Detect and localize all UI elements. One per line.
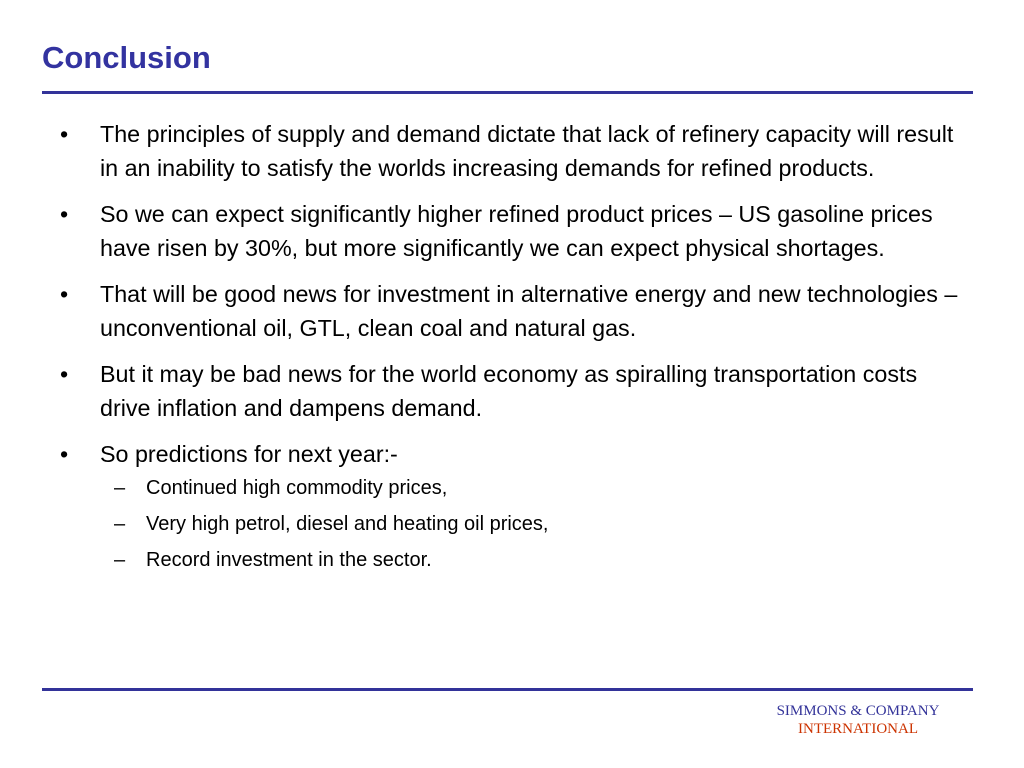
dash-icon: – xyxy=(114,548,126,571)
bullet-icon: • xyxy=(60,201,69,227)
sub-bullet-item: – Record investment in the sector. xyxy=(100,547,974,573)
bullet-item: • But it may be bad news for the world e… xyxy=(54,358,974,425)
slide-title: Conclusion xyxy=(42,40,211,75)
bullet-text: That will be good news for investment in… xyxy=(100,281,958,341)
bullet-item: • So predictions for next year:- – Conti… xyxy=(54,438,974,573)
dash-icon: – xyxy=(114,512,126,535)
sub-bullet-text: Continued high commodity prices, xyxy=(146,476,448,499)
bullet-item: • So we can expect significantly higher … xyxy=(54,198,974,265)
bullet-text: The principles of supply and demand dict… xyxy=(100,121,954,181)
sub-bullet-item: – Very high petrol, diesel and heating o… xyxy=(100,511,974,537)
sub-bullet-list: – Continued high commodity prices, – Ver… xyxy=(100,475,974,573)
bottom-divider xyxy=(42,688,973,691)
company-logo: SIMMONS & COMPANY INTERNATIONAL xyxy=(752,702,964,738)
bullet-item: • The principles of supply and demand di… xyxy=(54,118,974,185)
top-divider xyxy=(42,91,973,94)
bullet-list: • The principles of supply and demand di… xyxy=(54,118,974,586)
sub-bullet-text: Very high petrol, diesel and heating oil… xyxy=(146,512,549,535)
logo-line-2: INTERNATIONAL xyxy=(798,721,918,737)
bullet-text: But it may be bad news for the world eco… xyxy=(100,361,918,421)
dash-icon: – xyxy=(114,476,126,499)
bullet-text: So predictions for next year:- xyxy=(100,441,398,467)
bullet-icon: • xyxy=(60,441,69,467)
bullet-icon: • xyxy=(60,121,69,147)
sub-bullet-text: Record investment in the sector. xyxy=(146,548,432,571)
logo-line-1: SIMMONS & COMPANY xyxy=(776,703,940,719)
bullet-item: • That will be good news for investment … xyxy=(54,278,974,345)
bullet-text: So we can expect significantly higher re… xyxy=(100,201,933,261)
bullet-icon: • xyxy=(60,281,69,307)
bullet-icon: • xyxy=(60,361,69,387)
sub-bullet-item: – Continued high commodity prices, xyxy=(100,475,974,501)
